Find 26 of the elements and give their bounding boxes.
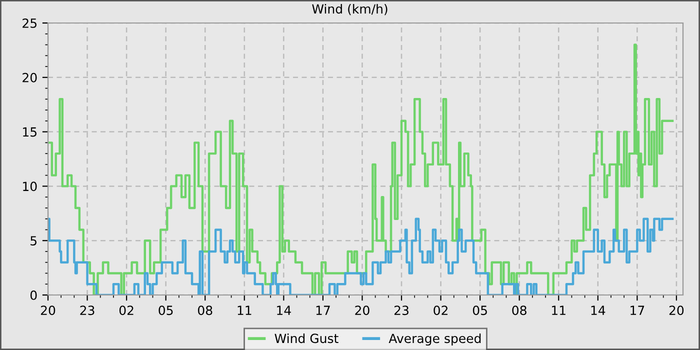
y-tick-label: 0 bbox=[30, 290, 37, 300]
x-tick-label: 17 bbox=[316, 306, 330, 315]
y-tick-label: 20 bbox=[22, 72, 37, 82]
x-tick-label: 11 bbox=[238, 306, 252, 315]
x-tick-label: 02 bbox=[434, 306, 448, 316]
x-tick-label: 20 bbox=[40, 306, 56, 316]
x-tick-label: 20 bbox=[669, 306, 684, 316]
x-tick-label: 17 bbox=[630, 306, 644, 315]
x-tick-label: 11 bbox=[552, 306, 566, 315]
x-tick-label: 14 bbox=[277, 306, 291, 315]
y-tick-label: 5 bbox=[30, 236, 36, 246]
chart-title: Wind (km/h) bbox=[312, 4, 388, 16]
y-tick-label: 10 bbox=[23, 182, 37, 192]
x-tick-label: 23 bbox=[80, 306, 94, 316]
x-tick-label: 14 bbox=[591, 306, 606, 315]
x-tick-label: 20 bbox=[355, 306, 370, 316]
x-tick-label: 08 bbox=[512, 306, 526, 316]
legend-label: Wind Gust bbox=[274, 333, 338, 344]
x-tick-label: 08 bbox=[198, 306, 212, 316]
legend-label: Average speed bbox=[388, 333, 481, 346]
x-tick-label: 05 bbox=[158, 306, 173, 316]
y-tick-label: 25 bbox=[22, 18, 36, 28]
x-tick-label: 23 bbox=[394, 306, 408, 316]
x-tick-label: 02 bbox=[119, 306, 134, 316]
y-tick-label: 15 bbox=[23, 127, 36, 137]
x-tick-label: 05 bbox=[472, 306, 487, 316]
